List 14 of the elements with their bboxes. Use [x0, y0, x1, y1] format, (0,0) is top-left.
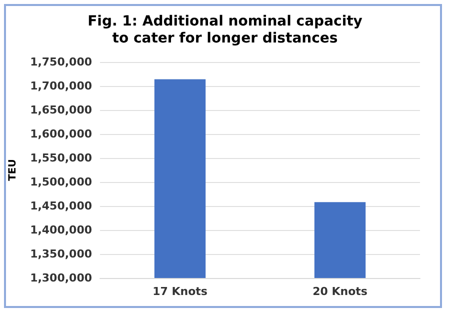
y-tick-label: 1,450,000 [30, 200, 92, 212]
y-tick-label: 1,700,000 [30, 80, 92, 92]
y-tick-label: 1,750,000 [30, 56, 92, 68]
x-tick-label: 17 Knots [152, 285, 208, 298]
y-tick-label: 1,600,000 [30, 128, 92, 140]
chart-title: Fig. 1: Additional nominal capacity to cater for longer distances [88, 14, 362, 46]
y-tick-label: 1,500,000 [30, 176, 92, 188]
x-tick-label: 20 Knots [312, 285, 368, 298]
y-tick-label: 1,350,000 [30, 248, 92, 260]
y-axis-title: TEU [8, 159, 18, 181]
y-tick-label: 1,400,000 [30, 224, 92, 236]
y-tick-label: 1,550,000 [30, 152, 92, 164]
y-tick-label: 1,650,000 [30, 104, 92, 116]
y-tick-label: 1,300,000 [30, 272, 92, 284]
